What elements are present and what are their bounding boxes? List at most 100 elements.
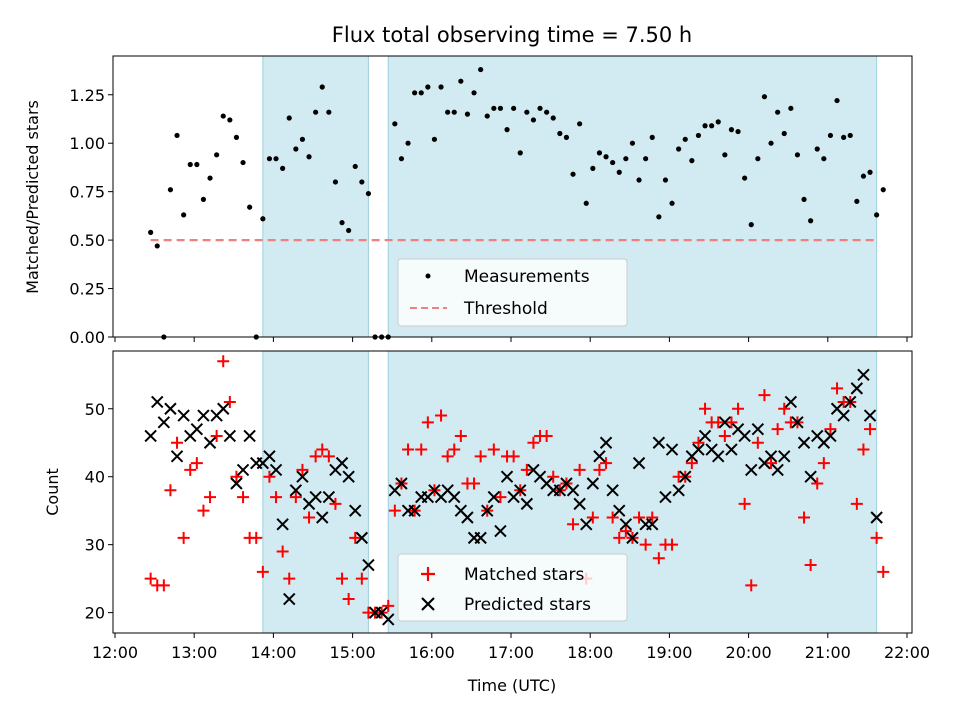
measurement-point [359,179,365,185]
y-tick-label: 50 [85,400,105,419]
measurement-point [550,115,556,121]
measurement-point [438,84,444,90]
matched-point [474,450,487,463]
predicted-point [500,470,514,483]
matched-point [567,518,580,531]
predicted-point [263,450,276,463]
matched-point [778,402,791,415]
measurement-point [814,146,820,152]
predicted-point [316,511,329,524]
matched-point [355,572,368,585]
y-tick-label: 20 [85,604,105,623]
matched-point [250,531,263,544]
count-legend: Matched stars Predicted stars [397,553,628,622]
predicted-point [236,463,250,477]
measurement-point [577,121,583,127]
matched-point [520,463,533,476]
predicted-point [745,463,758,477]
measurement-point [200,196,207,203]
matched-point [593,463,606,476]
matched-point [811,477,824,490]
matched-point [494,491,507,504]
matched-point [210,429,223,442]
ratio-legend-box [397,258,628,327]
predicted-point [646,518,659,531]
predicted-point [309,490,322,504]
matched-point [798,511,811,524]
matched-point [164,484,177,497]
legend-measurements-label: Measurements [464,267,590,287]
matched-point [652,552,665,565]
predicted-point [751,422,765,436]
matched-point [633,511,646,524]
matched-point [230,470,243,483]
measurement-point [715,119,721,125]
measurement-point [649,134,655,140]
measurement-point [471,90,477,96]
measurement-point [233,134,240,140]
matched-point [540,429,553,442]
measurement-point [821,156,827,162]
y-tick-label: 40 [85,468,105,487]
measurement-point [247,204,253,210]
measurement-point [451,109,457,115]
predicted-point [269,463,283,477]
measurement-point [695,132,702,139]
ratio-x-ticks [114,337,908,342]
matched-point [421,416,434,429]
observing-window-1 [262,350,369,634]
measurement-point [293,146,299,152]
predicted-point [276,518,289,531]
measurement-point [537,105,543,111]
predicted-point [850,382,864,395]
predicted-point [223,429,237,443]
predicted-point [844,395,857,409]
measurement-point [524,109,530,115]
matched-point [613,531,626,544]
measurement-point [827,132,834,139]
predicted-point [474,531,487,545]
matched-point [666,538,679,551]
matched-point [217,355,230,368]
x-tick-label: 13:00 [171,643,217,662]
measurement-point [676,146,682,152]
measurement-point [194,161,200,168]
measurement-point [728,127,735,133]
count-x-ticks: 12:00 13:00 14:00 15:00 16:00 17:00 18:00 19:00… [92,633,930,662]
measurement-point [590,165,596,171]
y-tick-label: 0.50 [69,231,105,250]
measurement-point [181,212,187,218]
matched-point [441,450,454,463]
count-y-ticks: 20 30 40 50 [85,400,113,623]
ratio-axes-frame [112,55,913,338]
predicted-point [679,470,692,483]
measurement-point [484,113,490,119]
matched-point [276,545,289,558]
matched-point [177,531,190,544]
measurement-point [458,78,464,84]
predicted-point [448,490,461,504]
chart-title: Flux total observing time = 7.50 h [332,23,692,47]
predicted-point [170,450,184,463]
predicted-point [870,511,883,524]
matched-point [857,443,870,456]
measurement-point [867,169,873,175]
series-measurements [148,66,886,340]
matched-point [322,450,335,463]
predicted-point [725,443,738,456]
predicted-point [613,504,626,517]
matched-point [349,531,362,544]
measurement-point [775,109,781,115]
measurement-point [511,105,517,111]
matched-point [712,416,725,429]
count-series [144,355,890,626]
matched-point [864,423,877,436]
measurement-point [689,158,695,164]
matched-point [184,463,197,476]
predicted-point [335,456,349,470]
measurement-point [781,130,787,137]
measurement-point [280,165,286,171]
matched-point [745,579,758,592]
predicted-point [712,450,725,463]
